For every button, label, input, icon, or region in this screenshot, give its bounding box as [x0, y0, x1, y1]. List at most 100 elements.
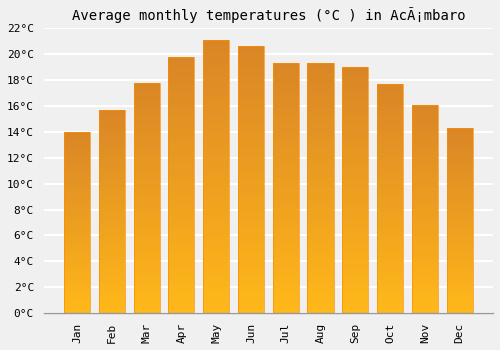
Bar: [168, 149, 194, 154]
Bar: [168, 57, 194, 62]
Bar: [272, 178, 299, 183]
Bar: [342, 170, 368, 175]
Bar: [412, 155, 438, 159]
Bar: [446, 228, 472, 232]
Bar: [99, 154, 125, 159]
Bar: [342, 249, 368, 254]
Bar: [64, 215, 90, 219]
Bar: [377, 144, 403, 148]
Bar: [203, 155, 229, 160]
Bar: [168, 103, 194, 108]
Bar: [377, 176, 403, 180]
Bar: [342, 141, 368, 146]
Bar: [308, 193, 334, 198]
Bar: [272, 168, 299, 173]
Bar: [168, 118, 194, 123]
Bar: [272, 293, 299, 298]
Bar: [308, 148, 334, 153]
Bar: [308, 308, 334, 313]
Bar: [238, 84, 264, 89]
Bar: [412, 125, 438, 130]
Bar: [342, 190, 368, 195]
Bar: [446, 217, 472, 220]
Bar: [99, 191, 125, 195]
Bar: [99, 208, 125, 211]
Bar: [99, 276, 125, 281]
Bar: [308, 223, 334, 228]
Bar: [412, 201, 438, 205]
Bar: [203, 182, 229, 187]
Bar: [99, 285, 125, 289]
Bar: [134, 258, 160, 262]
Bar: [377, 295, 403, 299]
Bar: [377, 116, 403, 120]
Bar: [238, 281, 264, 286]
Bar: [377, 222, 403, 226]
Bar: [168, 185, 194, 190]
Bar: [99, 248, 125, 252]
Bar: [238, 52, 264, 57]
Bar: [272, 228, 299, 233]
Bar: [203, 117, 229, 122]
Bar: [342, 166, 368, 170]
Bar: [134, 207, 160, 212]
Bar: [168, 262, 194, 267]
Bar: [342, 293, 368, 298]
Bar: [446, 295, 472, 298]
Bar: [342, 180, 368, 185]
Bar: [134, 152, 160, 156]
Bar: [342, 210, 368, 215]
Bar: [134, 170, 160, 175]
Bar: [412, 242, 438, 246]
Bar: [308, 158, 334, 163]
Bar: [308, 138, 334, 143]
Bar: [238, 94, 264, 100]
Bar: [238, 164, 264, 169]
Bar: [134, 92, 160, 97]
Bar: [412, 134, 438, 138]
Bar: [308, 68, 334, 73]
Bar: [412, 121, 438, 125]
Bar: [342, 72, 368, 77]
Bar: [377, 166, 403, 171]
Bar: [377, 130, 403, 134]
Bar: [377, 235, 403, 240]
Bar: [308, 248, 334, 253]
Bar: [272, 198, 299, 203]
Bar: [203, 242, 229, 247]
Bar: [168, 293, 194, 298]
Bar: [308, 293, 334, 298]
Bar: [308, 253, 334, 258]
Bar: [238, 180, 264, 185]
Bar: [99, 289, 125, 293]
Bar: [308, 218, 334, 223]
Bar: [377, 171, 403, 176]
Bar: [238, 244, 264, 249]
Bar: [134, 225, 160, 230]
Bar: [134, 133, 160, 138]
Bar: [308, 73, 334, 78]
Bar: [342, 156, 368, 161]
Bar: [134, 230, 160, 235]
Bar: [134, 221, 160, 225]
Bar: [134, 87, 160, 92]
Bar: [377, 272, 403, 276]
Bar: [446, 276, 472, 280]
Bar: [377, 212, 403, 217]
Bar: [342, 67, 368, 72]
Bar: [99, 301, 125, 305]
Bar: [308, 213, 334, 218]
Bar: [203, 215, 229, 220]
Bar: [412, 175, 438, 180]
Bar: [446, 250, 472, 254]
Bar: [446, 195, 472, 198]
Bar: [308, 98, 334, 103]
Bar: [64, 168, 90, 172]
Bar: [64, 266, 90, 270]
Bar: [134, 129, 160, 133]
Bar: [446, 143, 472, 146]
Bar: [377, 281, 403, 286]
Bar: [377, 267, 403, 272]
Bar: [446, 265, 472, 269]
Bar: [446, 239, 472, 243]
